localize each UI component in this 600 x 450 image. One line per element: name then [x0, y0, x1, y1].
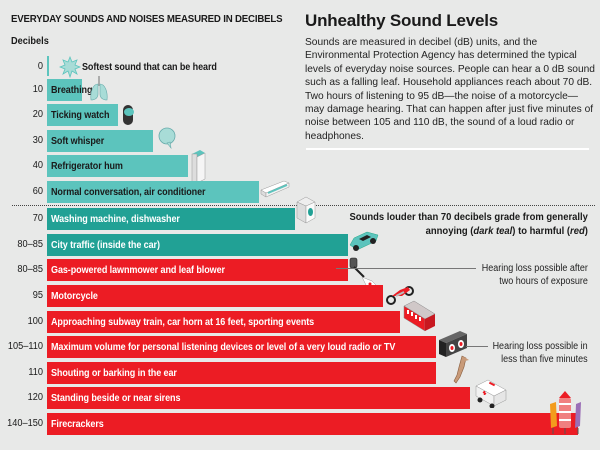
bar: [47, 130, 153, 152]
five-minutes-leader-line: [466, 346, 488, 347]
bar-row: 80–85 City traffic (inside the car): [0, 234, 600, 256]
lungs-icon: [89, 76, 109, 107]
leaf-icon: [58, 55, 82, 83]
bar-row: 80–85 Gas-powered lawnmower and leaf blow…: [0, 259, 600, 281]
threshold-annotation-line2: annoying (dark teal) to harmful (red): [350, 224, 588, 238]
bar-row: 120 Standing beside or near sirens: [0, 387, 600, 409]
refrigerator-icon: [190, 148, 206, 189]
decibel-value: 80–85: [17, 239, 43, 250]
bar: [47, 181, 259, 203]
sidebar-title: Unhealthy Sound Levels: [305, 11, 499, 30]
annot-red: red: [570, 225, 585, 237]
threshold-annotation: Sounds louder than 70 decibels grade fro…: [350, 210, 588, 238]
decibel-value: 80–85: [17, 264, 43, 275]
two-hours-line1: Hearing loss possible after: [481, 263, 588, 274]
bar: [47, 336, 436, 358]
bar-label: Gas-powered lawnmower and leaf blower: [51, 264, 225, 276]
decibel-value: 105–110: [7, 341, 44, 352]
bar: [47, 234, 348, 256]
bar: [47, 362, 436, 384]
bar-label: Washing machine, dishwasher: [51, 213, 180, 225]
car-icon: [349, 230, 379, 257]
air-conditioner-icon: [260, 180, 290, 203]
decibel-value: 40: [32, 160, 43, 171]
decibel-value: 30: [32, 135, 43, 146]
speaker-icon: [438, 330, 468, 363]
ambulance-icon: [474, 378, 508, 413]
five-minutes-annotation: Hearing loss possible in less than five …: [493, 340, 588, 366]
bar-row: 40 Refrigerator hum: [0, 155, 600, 177]
two-hours-leader-line: [336, 268, 476, 269]
bar: [47, 79, 82, 101]
two-hours-annotation: Hearing loss possible after two hours of…: [482, 262, 588, 288]
bar: [47, 285, 383, 307]
bar-row: 100 Approaching subway train, car horn at…: [0, 311, 600, 333]
decibel-value: 100: [27, 316, 43, 327]
bar-row: 110 Shouting or barking in the ear: [0, 362, 600, 384]
bar: [47, 413, 578, 435]
bar-row: 140–150 Firecrackers: [0, 413, 600, 435]
bar: [47, 387, 470, 409]
bar-label: Firecrackers: [51, 418, 104, 430]
bar-label: City traffic (inside the car): [51, 239, 160, 251]
bar: [47, 104, 118, 126]
bar-label: Softest sound that can be heard: [82, 61, 217, 73]
sidebar-divider: [306, 148, 589, 150]
zero-baseline: [47, 56, 49, 76]
bar-label: Normal conversation, air conditioner: [51, 186, 206, 198]
two-hours-line2: two hours of exposure: [499, 276, 588, 287]
bar-row: 95 Motorcycle: [0, 285, 600, 307]
annot-text: annoying (: [425, 225, 474, 237]
bar-label: Standing beside or near sirens: [51, 392, 181, 404]
bar-row: 0 Softest sound that can be heard: [0, 56, 600, 78]
decibel-value: 95: [32, 290, 43, 301]
subway-train-icon: [402, 300, 436, 337]
bar-label: Maximum volume for personal listening de…: [51, 341, 396, 353]
bar-row: 20 Ticking watch: [0, 104, 600, 126]
speech-bubble-icon: [157, 127, 177, 154]
sidebar-body: Sounds are measured in decibel (dB) unit…: [305, 37, 595, 142]
bar-label: Approaching subway train, car horn at 16…: [51, 316, 315, 328]
bar-row: 10 Breathing: [0, 79, 600, 101]
bar-label: Breathing: [51, 84, 93, 96]
decibel-value: 0: [37, 61, 43, 72]
decibel-value: 110: [28, 367, 43, 378]
bar-label: Refrigerator hum: [51, 160, 123, 172]
annot-dark-teal: dark teal: [473, 225, 513, 237]
bar-row: 60 Normal conversation, air conditioner: [0, 181, 600, 203]
watch-icon: [120, 104, 136, 131]
dog-icon: [452, 355, 470, 390]
decibel-value: 70: [32, 213, 43, 224]
bar-label: Ticking watch: [51, 109, 110, 121]
motorcycle-icon: [386, 282, 414, 311]
decibel-value: 10: [32, 84, 43, 95]
chart-title: EVERYDAY SOUNDS AND NOISES MEASURED IN D…: [11, 13, 283, 25]
annot-text: ) to harmful (: [512, 225, 571, 237]
bar: [47, 259, 348, 281]
bar: [47, 208, 295, 230]
bar-row: 70 Washing machine, dishwasher: [0, 208, 600, 230]
firecracker-icon: [545, 390, 585, 439]
decibel-value: 140–150: [7, 418, 44, 429]
five-minutes-line2: less than five minutes: [501, 354, 588, 365]
bar-row: 105–110 Maximum volume for personal liste…: [0, 336, 600, 358]
bar: [47, 155, 188, 177]
decibel-value: 20: [32, 109, 43, 120]
decibel-value: 60: [32, 186, 43, 197]
threshold-annotation-line1: Sounds louder than 70 decibels grade fro…: [349, 211, 588, 223]
bar: [47, 311, 400, 333]
bar-label: Soft whisper: [51, 135, 105, 147]
decibel-value: 120: [27, 392, 43, 403]
bar-label: Motorcycle: [51, 290, 98, 302]
bar-row: 30 Soft whisper: [0, 130, 600, 152]
washing-machine-icon: [296, 196, 316, 229]
annot-text: ): [584, 225, 588, 237]
y-axis-label: Decibels: [11, 36, 49, 47]
bar-label: Shouting or barking in the ear: [51, 367, 177, 379]
five-minutes-line1: Hearing loss possible in: [492, 341, 588, 352]
